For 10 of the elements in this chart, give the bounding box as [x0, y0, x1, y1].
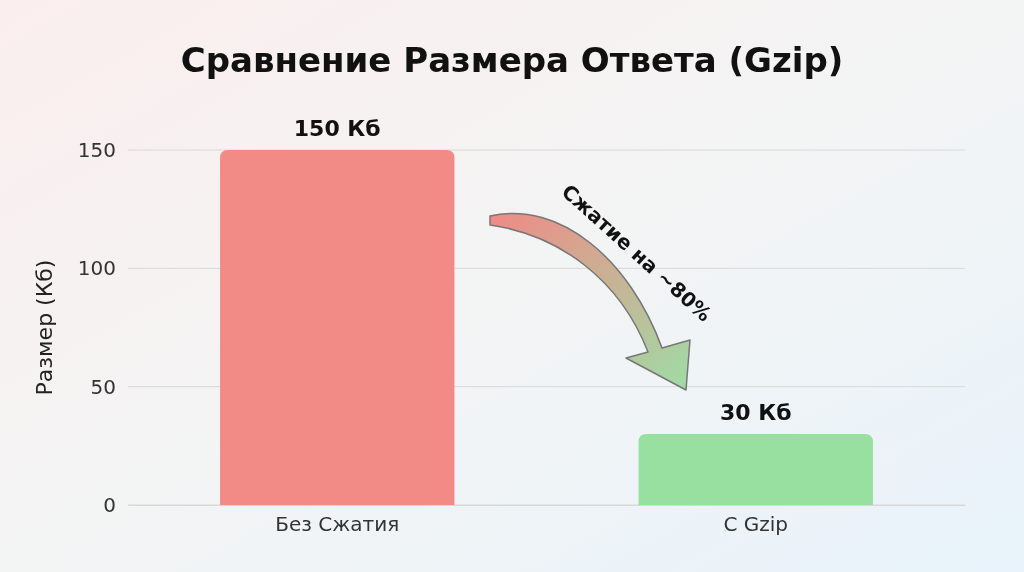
y-tick-label: 100 — [77, 256, 116, 281]
data-label: 150 Кб — [293, 116, 381, 141]
y-tick-label: 50 — [90, 374, 116, 399]
y-tick-label: 150 — [77, 137, 116, 162]
x-tick-label: С Gzip — [723, 512, 789, 537]
chart-title: Сравнение Размера Ответа (Gzip) — [180, 40, 844, 80]
y-axis-title: Размер (Кб) — [32, 259, 57, 396]
y-tick-label: 0 — [103, 492, 116, 517]
x-tick-label: Без Сжатия — [275, 512, 400, 537]
data-label: 30 Кб — [719, 400, 792, 425]
